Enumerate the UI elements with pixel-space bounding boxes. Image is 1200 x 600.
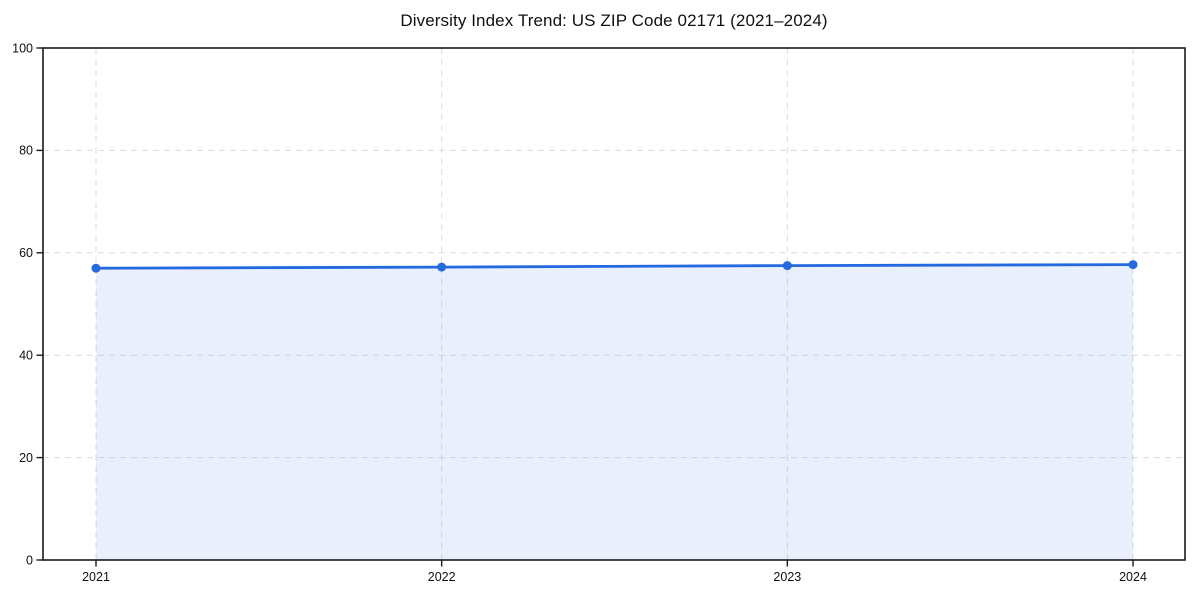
area-fill-layer [96, 264, 1133, 560]
data-point [91, 263, 101, 273]
x-tick-label: 2024 [1119, 570, 1147, 584]
x-tick-label: 2021 [82, 570, 110, 584]
y-tick-label: 20 [19, 451, 33, 465]
y-tick-label: 40 [19, 349, 33, 363]
tick-mark-layer [36, 47, 1134, 567]
axes-layer [42, 47, 1186, 561]
x-tick-label: 2023 [773, 570, 801, 584]
data-point [1128, 260, 1138, 270]
chart-title: Diversity Index Trend: US ZIP Code 02171… [400, 11, 828, 30]
y-tick-label: 0 [26, 553, 33, 567]
axes-box [42, 47, 1186, 561]
data-point [782, 261, 792, 271]
y-tick-label: 100 [12, 41, 33, 55]
x-tick-label: 2022 [428, 570, 456, 584]
y-tick-label: 80 [19, 144, 33, 158]
trend-line-layer [94, 263, 1135, 270]
area-fill [96, 264, 1133, 560]
data-point-layer [91, 260, 1138, 273]
data-point [437, 262, 447, 272]
tick-label-layer: 0 20 40 60 80 100 2021 2022 2023 2024 [12, 41, 1147, 584]
y-tick-label: 60 [19, 246, 33, 260]
trend-line [94, 263, 1135, 270]
